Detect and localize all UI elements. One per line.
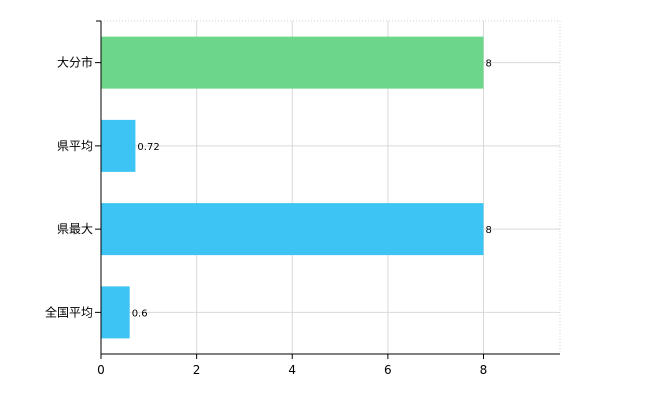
category-label-2: 県最大 xyxy=(57,222,93,236)
category-label-0: 大分市 xyxy=(57,55,93,70)
bars xyxy=(101,36,484,339)
bar-2 xyxy=(101,203,484,256)
value-label-0: 8 xyxy=(486,59,492,70)
x-tick-label: 6 xyxy=(384,363,392,377)
axes xyxy=(95,20,560,359)
category-label-1: 県平均 xyxy=(57,139,93,153)
value-label-2: 8 xyxy=(486,225,492,236)
x-tick-label: 4 xyxy=(288,363,296,377)
bar-0 xyxy=(101,36,484,89)
value-label-3: 0.6 xyxy=(132,308,148,319)
x-tick-label: 2 xyxy=(193,363,201,377)
category-label-3: 全国平均 xyxy=(45,304,93,319)
bar-1 xyxy=(101,119,136,172)
x-tick-label: 0 xyxy=(97,363,105,377)
x-tick-label: 8 xyxy=(480,363,488,377)
value-label-1: 0.72 xyxy=(137,142,159,153)
bar-3 xyxy=(101,286,130,339)
